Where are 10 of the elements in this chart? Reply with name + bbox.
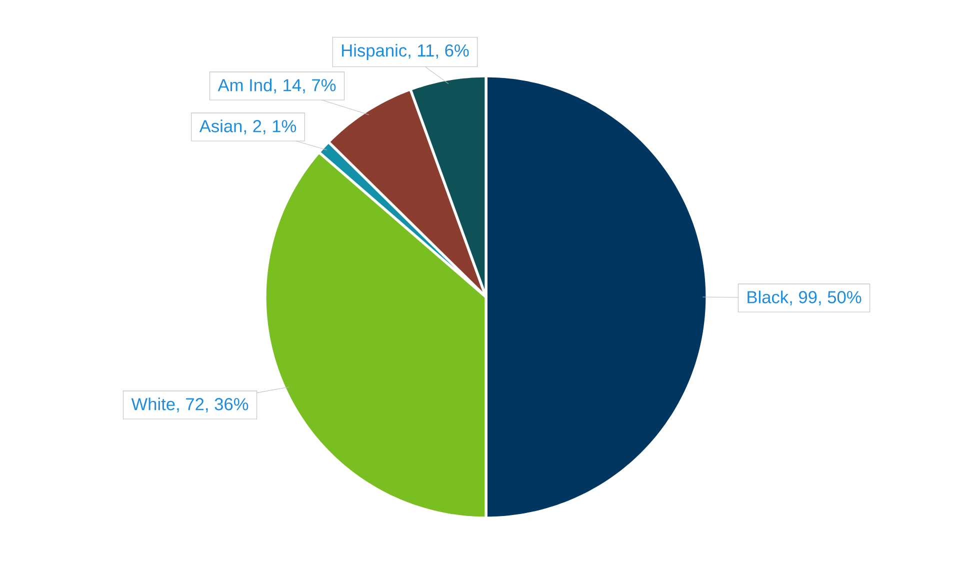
data-label: , 11, 6% [408, 44, 469, 59]
data-label: , 14, 7% [274, 79, 336, 94]
data-label: , 2, 1% [244, 120, 296, 134]
slice-label: White [131, 398, 175, 410]
data-label: , 99, 50% [790, 291, 862, 306]
data-label: , 72, 36% [177, 398, 248, 412]
slice-label: Hispanic [342, 44, 407, 60]
slice-label: Black [748, 290, 789, 304]
slice-label: Asian [199, 120, 242, 132]
slice-label: Am Ind [218, 78, 272, 92]
